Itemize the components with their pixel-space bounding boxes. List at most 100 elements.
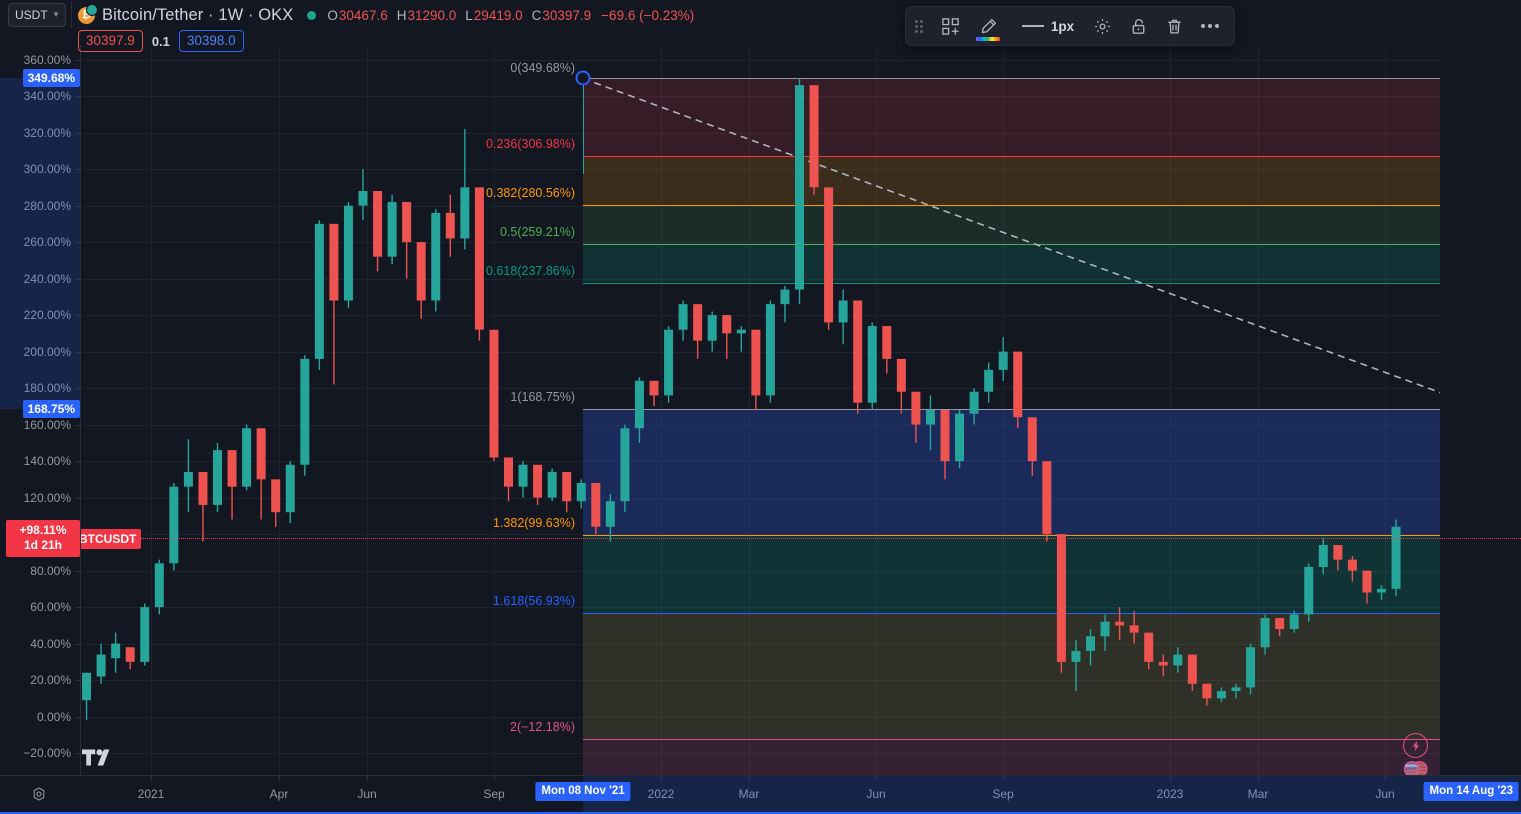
gridline-horizontal: [0, 59, 1440, 61]
market-status-dot: [307, 10, 317, 20]
color-swatch: [976, 37, 1000, 41]
time-tick-mark: [661, 776, 662, 781]
fib-level-label: 1(168.75%): [510, 389, 575, 404]
fib-level-line: [583, 408, 1440, 410]
gridline-vertical: [661, 45, 662, 775]
fib-anchor-start[interactable]: [575, 70, 591, 86]
gridline-horizontal: [0, 534, 1440, 536]
gridline-horizontal: [0, 461, 1440, 463]
time-badge-start[interactable]: Mon 08 Nov '21: [535, 782, 631, 801]
bottom-accent-strip: [0, 812, 1521, 814]
currency-select[interactable]: USDT ▼: [8, 3, 66, 27]
line-width-button[interactable]: 1px: [1008, 6, 1084, 46]
price-tick-label: 320.00%: [23, 125, 71, 140]
price-tick-mark: [75, 315, 81, 317]
top-toolbar: USDT ▼ ₿ Bitcoin/Tether · 1W · OKX O 3046…: [0, 0, 1521, 52]
color-picker-button[interactable]: [968, 6, 1008, 46]
gridline-horizontal: [0, 680, 1440, 682]
price-tick-label: 340.00%: [23, 89, 71, 104]
price-axis-selection: [0, 78, 80, 409]
gridline-horizontal: [0, 753, 1440, 755]
time-tick-label: Apr: [269, 787, 289, 801]
gridline-horizontal: [0, 497, 1440, 499]
price-tick-label: 260.00%: [23, 235, 71, 250]
lightning-bolt-icon[interactable]: [1403, 733, 1428, 758]
time-axis[interactable]: 2021 Apr Jun Sep 2022 Mar Jun Sep 2023 Mar Jun Mon …: [0, 775, 1521, 814]
candlestick-series: [67, 77, 1401, 728]
clock-icon[interactable]: [31, 786, 47, 802]
time-tick-mark: [1385, 776, 1386, 781]
price-tick-label: 360.00%: [23, 52, 71, 67]
price-tick-mark: [75, 753, 81, 755]
price-change: −69.6 (−0.23%): [601, 7, 695, 23]
price-tick-label: 40.00%: [30, 636, 71, 651]
chevron-down-icon: ▼: [52, 10, 60, 19]
fib-level-line: [583, 612, 1440, 614]
price-tick-mark: [75, 59, 81, 61]
price-tick-label: 180.00%: [23, 381, 71, 396]
price-axis-high-label: 349.68%: [22, 69, 80, 88]
current-price-line-axis: [1440, 537, 1521, 539]
time-tick-label: Sep: [483, 787, 505, 801]
ask-price[interactable]: 30398.0: [178, 30, 244, 52]
drag-handle[interactable]: [906, 6, 932, 46]
fib-zone: [583, 738, 1440, 775]
price-tick-label: 240.00%: [23, 271, 71, 286]
price-tick-label: 20.00%: [30, 673, 71, 688]
price-tick-mark: [75, 607, 81, 609]
time-axis-divider: [0, 775, 1521, 776]
price-tick-mark: [75, 570, 81, 572]
ohlc-low-key: L: [465, 7, 473, 23]
fib-level-label: 0.382(280.56%): [486, 185, 575, 200]
trash-icon[interactable]: [1156, 6, 1192, 46]
price-tick-mark: [75, 388, 81, 390]
gridline-vertical: [367, 45, 368, 775]
price-tick-label: 300.00%: [23, 162, 71, 177]
gridline-horizontal: [0, 424, 1440, 426]
price-tick-label: −20.00%: [23, 746, 71, 761]
time-badge-end[interactable]: Mon 14 Aug '23: [1423, 782, 1519, 801]
fib-zone: [583, 534, 1440, 613]
gridline-vertical: [1258, 45, 1259, 775]
bid-price[interactable]: 30397.9: [78, 30, 143, 52]
price-tick-mark: [75, 169, 81, 171]
fib-level-label: 1.618(56.93%): [492, 593, 575, 608]
symbol-title-row: ₿ Bitcoin/Tether · 1W · OKX O 30467.6 H 31…: [78, 2, 694, 28]
fib-level-label: 0.236(306.98%): [486, 137, 575, 152]
spread-value: 0.1: [151, 33, 170, 49]
price-tick-mark: [75, 242, 81, 244]
price-tick-label: 140.00%: [23, 454, 71, 469]
chart-canvas[interactable]: 0(349.68%) 0.236(306.98%) 0.382(280.56%) 0.…: [0, 45, 1440, 775]
ohlc-readout: O 30467.6 H 31290.0 L 29419.0 C 30397.9 −69.…: [327, 8, 694, 23]
gridline-horizontal: [0, 607, 1440, 609]
time-tick-label: Sep: [992, 787, 1014, 801]
fib-level-label: 1.382(99.63%): [492, 515, 575, 530]
gear-icon[interactable]: [1084, 6, 1120, 46]
time-axis-selection: [583, 776, 1521, 814]
gridline-vertical: [151, 45, 152, 775]
price-tick-mark: [75, 497, 81, 499]
page-title[interactable]: Bitcoin/Tether · 1W · OKX: [102, 5, 294, 24]
fib-level-label: 2(−12.18%): [510, 719, 575, 734]
currency-select-value: USDT: [15, 8, 48, 22]
more-horizontal-icon[interactable]: [1192, 6, 1228, 46]
line-width-label: 1px: [1050, 18, 1075, 34]
price-tick-label: 120.00%: [23, 490, 71, 505]
ohlc-open-key: O: [327, 7, 338, 23]
price-tick-mark: [75, 351, 81, 353]
add-template-icon[interactable]: [932, 6, 968, 46]
ohlc-high-key: H: [396, 7, 407, 23]
time-tick-label: Jun: [1375, 787, 1395, 801]
price-axis-low-label: 168.75%: [22, 399, 80, 418]
gridline-vertical: [749, 45, 750, 775]
time-tick-mark: [151, 776, 152, 781]
time-tick-label: Jun: [357, 787, 377, 801]
price-axis[interactable]: 360.00% 340.00% 320.00% 300.00% 280.00% 260.0…: [0, 45, 81, 775]
price-tick-label: 200.00%: [23, 344, 71, 359]
performance-percent: +98.11%: [19, 522, 67, 537]
time-tick-label: Mar: [1247, 787, 1269, 801]
unlock-icon[interactable]: [1120, 6, 1156, 46]
time-tick-mark: [1258, 776, 1259, 781]
price-tick-mark: [75, 680, 81, 682]
drawing-toolbar: 1px: [905, 6, 1235, 46]
